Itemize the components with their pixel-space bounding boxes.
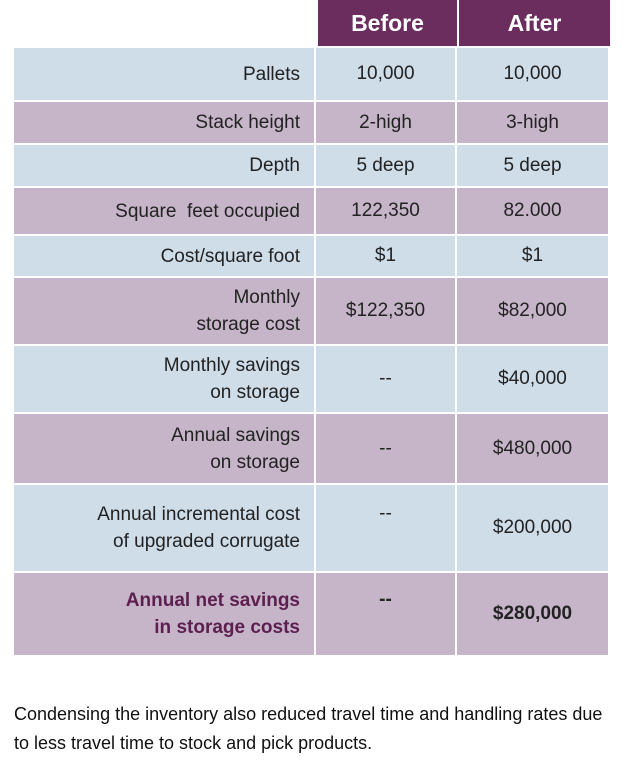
row-annual-savings: Annual savings on storage -- $480,000 [14, 412, 610, 483]
row-label: Annual net savings in storage costs [14, 573, 314, 655]
row-label: Cost/square foot [14, 236, 314, 276]
label-line: storage cost [196, 314, 301, 335]
after-value: $280,000 [457, 573, 608, 655]
before-value: -- [316, 414, 455, 483]
row-annual-net-savings: Annual net savings in storage costs -- $… [14, 571, 610, 655]
row-cost-per-square-foot: Cost/square foot $1 $1 [14, 234, 610, 276]
before-value: 10,000 [316, 48, 455, 100]
before-value: $1 [316, 236, 455, 276]
row-depth: Depth 5 deep 5 deep [14, 143, 610, 186]
after-value: $480,000 [457, 414, 608, 483]
header-after: After [459, 0, 610, 46]
before-value: -- [316, 573, 455, 655]
label-line: Annual net savings [125, 590, 300, 611]
row-label: Annual savings on storage [14, 414, 314, 483]
after-value: $1 [457, 236, 608, 276]
label-line: Monthly [233, 287, 300, 308]
label-line: of upgraded corrugate [113, 531, 300, 552]
row-annual-incremental-cost: Annual incremental cost of upgraded corr… [14, 483, 610, 571]
after-value: 82.000 [457, 188, 608, 234]
after-value: 5 deep [457, 145, 608, 186]
after-value: 10,000 [457, 48, 608, 100]
after-value: $40,000 [457, 346, 608, 412]
label-line: Monthly savings [163, 355, 300, 376]
caption-text: Condensing the inventory also reduced tr… [14, 704, 603, 753]
savings-table: Before After Pallets 10,000 10,000 Stack… [14, 0, 610, 655]
row-pallets: Pallets 10,000 10,000 [14, 46, 610, 100]
header-blank [14, 0, 316, 46]
label-line: on storage [210, 382, 300, 403]
row-label: Stack height [14, 102, 314, 143]
row-label: Monthly storage cost [14, 278, 314, 344]
row-label: Depth [14, 145, 314, 186]
row-monthly-storage-cost: Monthly storage cost $122,350 $82,000 [14, 276, 610, 344]
row-label: Pallets [14, 48, 314, 100]
before-value: $122,350 [316, 278, 455, 344]
before-value: 5 deep [316, 145, 455, 186]
label-line: in storage costs [154, 617, 300, 638]
row-square-feet: Square feet occupied 122,350 82.000 [14, 186, 610, 234]
row-label: Annual incremental cost of upgraded corr… [14, 485, 314, 571]
row-label: Square feet occupied [14, 188, 314, 234]
row-stack-height: Stack height 2-high 3-high [14, 100, 610, 143]
after-value: 3-high [457, 102, 608, 143]
table-header: Before After [14, 0, 610, 46]
before-value: 122,350 [316, 188, 455, 234]
label-line: Annual incremental cost [97, 504, 300, 525]
before-value: 2-high [316, 102, 455, 143]
label-line: Annual savings [171, 424, 300, 446]
after-value: $200,000 [457, 485, 608, 571]
row-label: Monthly savings on storage [14, 346, 314, 412]
header-before: Before [318, 0, 457, 46]
row-monthly-savings: Monthly savings on storage -- $40,000 [14, 344, 610, 412]
label-line: on storage [210, 451, 300, 473]
before-value: -- [316, 485, 455, 571]
after-value: $82,000 [457, 278, 608, 344]
before-value: -- [316, 346, 455, 412]
